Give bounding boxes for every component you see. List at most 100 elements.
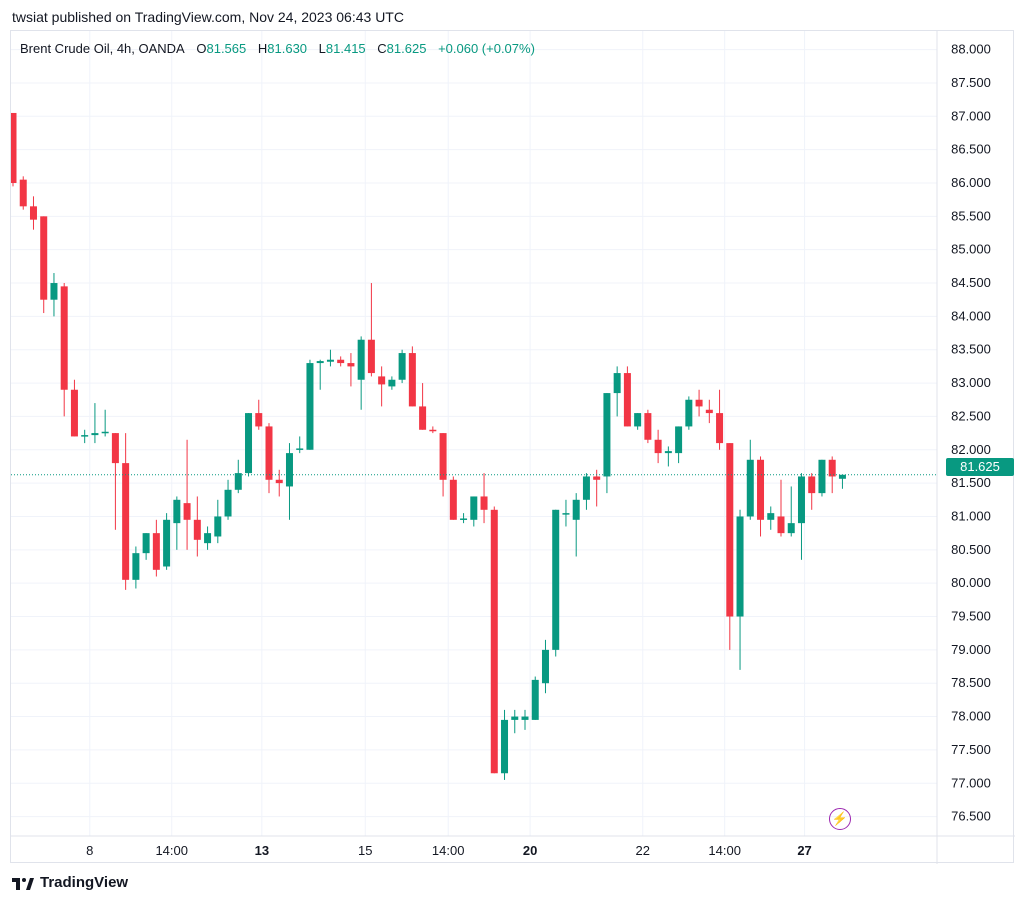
candle-down: [255, 413, 263, 427]
candle-up: [675, 426, 683, 454]
x-tick-label: 14:00: [708, 843, 741, 858]
candle-down: [183, 503, 191, 520]
candle-up: [562, 513, 570, 515]
candle-up: [163, 519, 171, 567]
candle-up: [173, 499, 181, 524]
candle-up: [398, 353, 406, 380]
candle-down: [705, 409, 713, 414]
y-tick-label: 82.000: [951, 442, 991, 457]
candle-down: [378, 376, 386, 385]
lightning-icon[interactable]: ⚡: [829, 808, 851, 830]
candle-down: [152, 533, 160, 570]
candle-up: [787, 523, 795, 534]
y-tick-label: 83.000: [951, 375, 991, 390]
x-tick-label: 15: [358, 843, 372, 858]
y-tick-label: 82.500: [951, 408, 991, 423]
candle-down: [29, 206, 37, 220]
candle-down: [347, 363, 355, 367]
candle-down: [777, 516, 785, 534]
candle-down: [70, 389, 78, 437]
close-label: C: [377, 41, 387, 56]
candle-up: [613, 373, 621, 394]
chart-frame[interactable]: 88.000 87.500 87.000 86.500 86.000 85.500 85.0…: [10, 30, 1015, 864]
x-tick-label: 27: [797, 843, 811, 858]
candle-up: [306, 363, 314, 450]
candle-down: [716, 413, 724, 444]
candle-up: [797, 476, 805, 524]
candle-up: [214, 516, 222, 537]
candle-down: [808, 476, 816, 494]
y-tick-label: 83.500: [951, 342, 991, 357]
candle-up: [746, 459, 754, 517]
y-tick-label: 77.500: [951, 742, 991, 757]
symbol-legend: Brent Crude Oil, 4h, OANDA O81.565 H81.6…: [20, 41, 535, 56]
close-value: 81.625: [386, 41, 427, 56]
candle-down: [429, 429, 437, 432]
candle-up: [357, 339, 365, 380]
candle-down: [40, 216, 48, 300]
candle-down: [337, 359, 345, 364]
y-tick-label: 77.000: [951, 775, 991, 790]
candle-up: [81, 435, 89, 437]
x-tick-label: 14:00: [155, 843, 188, 858]
candle-up: [101, 431, 109, 434]
candle-up: [50, 283, 58, 300]
candle-down: [193, 519, 201, 540]
candle-down: [11, 112, 17, 183]
candle-down: [408, 353, 416, 407]
candle-up: [460, 518, 468, 520]
y-tick-label: 79.500: [951, 609, 991, 624]
candle-down: [828, 459, 836, 477]
candle-down: [111, 433, 119, 464]
candle-down: [726, 443, 734, 617]
y-tick-label: 87.000: [951, 108, 991, 123]
candle-up: [572, 499, 580, 520]
y-tick-label: 80.500: [951, 542, 991, 557]
candle-up: [132, 553, 140, 580]
candle-up: [736, 516, 744, 617]
x-tick-label: 13: [255, 843, 269, 858]
candle-down: [644, 413, 652, 440]
candle-up: [767, 513, 775, 520]
x-tick-label: 8: [86, 843, 93, 858]
symbol-title: Brent Crude Oil, 4h, OANDA: [20, 41, 185, 56]
tradingview-logo-icon: [12, 877, 34, 890]
candle-up: [296, 448, 304, 450]
candle-down: [593, 476, 601, 480]
low-value: 81.415: [325, 41, 366, 56]
candle-down: [490, 509, 498, 774]
x-tick-label: 14:00: [432, 843, 465, 858]
candle-up: [541, 649, 549, 684]
low-label: L: [318, 41, 326, 56]
candle-up: [234, 473, 242, 490]
candle-up: [521, 716, 529, 720]
candle-up: [552, 509, 560, 650]
change-value: +0.060 (+0.07%): [438, 41, 535, 56]
candle-down: [122, 463, 130, 580]
candle-up: [142, 533, 150, 554]
publish-info: twsiat published on TradingView.com, Nov…: [12, 9, 404, 25]
candle-up: [316, 361, 324, 364]
candle-up: [531, 679, 539, 720]
candle-down: [367, 339, 375, 374]
candle-up: [511, 716, 519, 720]
candlestick-chart[interactable]: 88.000 87.500 87.000 86.500 86.000 85.500 85.0…: [11, 31, 1015, 864]
y-tick-label: 79.000: [951, 642, 991, 657]
y-tick-label: 81.000: [951, 508, 991, 523]
y-tick-label: 76.500: [951, 809, 991, 824]
candle-up: [245, 413, 253, 474]
candle-up: [582, 476, 590, 500]
y-tick-label: 85.000: [951, 242, 991, 257]
candle-up: [326, 359, 334, 362]
tradingview-logo[interactable]: TradingView: [12, 874, 128, 891]
candle-down: [757, 459, 765, 520]
candle-down: [439, 433, 447, 480]
tradingview-brand: TradingView: [40, 874, 129, 891]
candle-up: [634, 413, 642, 427]
y-tick-label: 86.000: [951, 175, 991, 190]
y-tick-label: 78.000: [951, 709, 991, 724]
candle-up: [285, 453, 293, 487]
x-tick-label: 22: [636, 843, 650, 858]
candle-down: [265, 426, 273, 480]
candle-up: [838, 474, 846, 479]
